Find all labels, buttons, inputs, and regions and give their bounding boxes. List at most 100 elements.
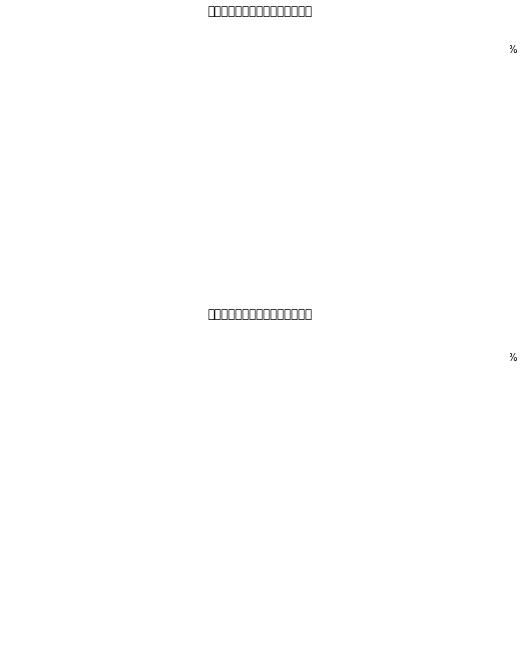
- Text: 11.4: 11.4: [376, 106, 396, 115]
- Bar: [393, 550, 416, 571]
- FancyBboxPatch shape: [8, 328, 512, 633]
- Bar: [460, 410, 504, 431]
- Bar: [316, 201, 344, 221]
- Bar: [283, 234, 311, 254]
- Text: 12.3: 12.3: [468, 521, 488, 530]
- Text: 12.9: 12.9: [467, 555, 487, 564]
- Text: 10.5: 10.5: [472, 451, 492, 460]
- Bar: [434, 410, 436, 431]
- Text: お米の価格が上がったときの行動: お米の価格が上がったときの行動: [207, 5, 313, 18]
- Bar: [75, 234, 132, 254]
- Bar: [361, 101, 411, 121]
- Bar: [388, 410, 434, 431]
- Text: 14.3: 14.3: [464, 106, 484, 115]
- Text: 11.8: 11.8: [469, 486, 489, 495]
- Text: 42.3: 42.3: [156, 555, 176, 564]
- Bar: [454, 375, 457, 396]
- Bar: [165, 201, 316, 221]
- Bar: [460, 445, 504, 466]
- Text: 66.7: 66.7: [209, 106, 228, 115]
- Text: 30.8: 30.8: [327, 521, 347, 530]
- Bar: [409, 134, 425, 154]
- Bar: [436, 445, 460, 466]
- Bar: [380, 234, 504, 254]
- Bar: [416, 550, 449, 571]
- Text: 0.4: 0.4: [440, 56, 452, 65]
- Text: 82.1: 82.1: [241, 381, 262, 390]
- Text: 12.5: 12.5: [361, 206, 381, 215]
- Bar: [75, 410, 388, 431]
- Bar: [75, 201, 165, 221]
- Text: 81.8: 81.8: [241, 72, 261, 81]
- Bar: [75, 134, 258, 154]
- Bar: [425, 134, 504, 154]
- Text: 35.2: 35.2: [198, 239, 217, 248]
- Bar: [75, 550, 257, 571]
- Bar: [297, 480, 413, 501]
- Text: 72.9: 72.9: [222, 451, 242, 460]
- Title: お米の価格が下がったときの行動（n=1276）: お米の価格が下がったときの行動（n=1276）: [216, 341, 364, 351]
- Text: 10.1: 10.1: [378, 139, 398, 148]
- Text: 7.8: 7.8: [425, 555, 440, 564]
- Text: 25.2: 25.2: [302, 139, 322, 148]
- Bar: [366, 134, 409, 154]
- Bar: [413, 480, 427, 501]
- Bar: [411, 101, 416, 121]
- Bar: [75, 67, 426, 87]
- Text: 18.6: 18.6: [454, 139, 475, 148]
- Bar: [75, 375, 428, 396]
- Bar: [257, 550, 393, 571]
- Text: 10.5: 10.5: [472, 416, 492, 425]
- Text: 5.3: 5.3: [397, 555, 411, 564]
- Text: 26.9: 26.9: [345, 486, 365, 495]
- Text: 11.0: 11.0: [471, 72, 491, 81]
- Text: 6.2: 6.2: [434, 381, 448, 390]
- Bar: [469, 375, 505, 396]
- Bar: [75, 445, 388, 466]
- Bar: [344, 201, 398, 221]
- Bar: [426, 67, 445, 87]
- Bar: [189, 167, 334, 187]
- Text: 5.4: 5.4: [441, 416, 455, 425]
- Bar: [334, 167, 374, 187]
- FancyBboxPatch shape: [8, 21, 512, 314]
- Legend: ランク・量とも変わらない, ランクを下げ、量は変えない, ランクは変えず、量を減らす, ランクを下げ、量も減らす, わからない: ランク・量とも変わらない, ランクを下げ、量は変えない, ランクは変えず、量を減…: [79, 268, 270, 298]
- Text: 10.6: 10.6: [401, 416, 421, 425]
- Bar: [452, 515, 504, 536]
- Text: 16.0: 16.0: [336, 239, 356, 248]
- Text: 6.2: 6.2: [434, 486, 448, 495]
- Text: 42.5: 42.5: [157, 139, 176, 148]
- Text: 34.0: 34.0: [252, 173, 271, 182]
- Text: 20.8: 20.8: [110, 206, 130, 215]
- Bar: [270, 515, 403, 536]
- Bar: [416, 101, 444, 121]
- Text: 51.7: 51.7: [176, 486, 197, 495]
- Text: 72.9: 72.9: [222, 416, 242, 425]
- Text: 1.3: 1.3: [407, 90, 419, 99]
- Text: 5.6: 5.6: [408, 521, 422, 530]
- Text: 5.8: 5.8: [432, 521, 447, 530]
- Bar: [434, 445, 436, 466]
- Bar: [457, 375, 469, 396]
- Text: 6.6: 6.6: [323, 206, 337, 215]
- Bar: [258, 134, 366, 154]
- Bar: [132, 234, 283, 254]
- Bar: [436, 410, 460, 431]
- Text: 26.4: 26.4: [122, 173, 142, 182]
- Bar: [75, 480, 297, 501]
- Text: 0.6: 0.6: [429, 399, 441, 408]
- Text: 6.4: 6.4: [423, 106, 437, 115]
- Text: 3.4: 3.4: [413, 486, 427, 495]
- Text: 4.3: 4.3: [428, 72, 443, 81]
- Text: 13.2: 13.2: [94, 239, 114, 248]
- Bar: [454, 480, 504, 501]
- Text: 24.9: 24.9: [441, 206, 461, 215]
- Bar: [449, 550, 504, 571]
- Bar: [427, 515, 452, 536]
- Bar: [457, 67, 504, 87]
- Bar: [388, 445, 434, 466]
- Text: 3.6: 3.6: [410, 139, 424, 148]
- Text: 35.2: 35.2: [230, 206, 250, 215]
- Text: 0.6: 0.6: [450, 364, 462, 373]
- Text: 45.5: 45.5: [163, 521, 183, 530]
